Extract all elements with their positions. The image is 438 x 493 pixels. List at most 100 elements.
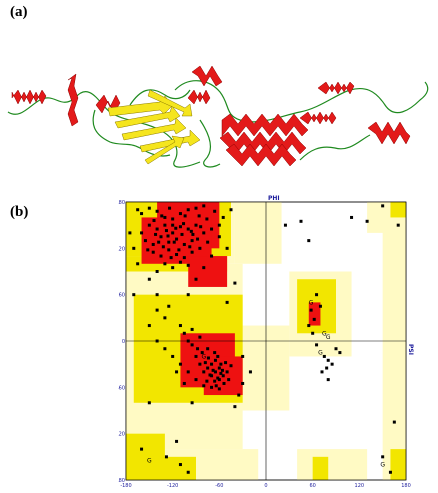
residue-point bbox=[180, 232, 184, 236]
residue-point bbox=[221, 374, 225, 378]
residue-point bbox=[159, 235, 163, 239]
residue-point bbox=[171, 354, 175, 358]
residue-point bbox=[163, 347, 167, 351]
helix-8 bbox=[225, 143, 297, 167]
plot-axes bbox=[125, 201, 407, 481]
residue-point bbox=[203, 361, 207, 365]
residue-point bbox=[350, 215, 354, 219]
residue-point bbox=[322, 354, 326, 358]
residue-point bbox=[190, 343, 194, 347]
residue-point bbox=[182, 222, 186, 226]
residue-point bbox=[200, 351, 204, 355]
residue-point bbox=[128, 231, 132, 235]
region-additional_allowed bbox=[390, 449, 406, 480]
residue-point bbox=[334, 347, 338, 351]
y-tick-label: -60 bbox=[118, 385, 125, 391]
region-most_favoured bbox=[188, 256, 228, 287]
residue-point bbox=[182, 242, 186, 246]
residue-point bbox=[229, 208, 233, 212]
residue-point bbox=[216, 376, 220, 380]
residue-point bbox=[178, 260, 182, 264]
residue-point bbox=[143, 239, 147, 243]
helix-11 bbox=[367, 121, 411, 145]
residue-point bbox=[172, 240, 176, 244]
residue-point bbox=[198, 246, 202, 250]
residue-point bbox=[396, 223, 400, 227]
residue-point bbox=[186, 263, 190, 267]
residue-point bbox=[171, 223, 175, 227]
residue-point bbox=[312, 317, 316, 321]
residue-point bbox=[198, 335, 202, 339]
residue-point bbox=[315, 343, 319, 347]
residue-point bbox=[392, 420, 396, 424]
residue-point bbox=[136, 262, 140, 266]
residue-point bbox=[205, 217, 209, 221]
residue-point bbox=[202, 370, 206, 374]
residue-point bbox=[213, 379, 217, 383]
x-tick-label: -180 bbox=[120, 483, 131, 489]
residue-point bbox=[338, 351, 342, 355]
residue-point bbox=[163, 316, 167, 320]
residue-point bbox=[206, 356, 210, 360]
residue-point bbox=[151, 242, 155, 246]
residue-point bbox=[307, 324, 311, 328]
glycine-point: G bbox=[201, 353, 206, 360]
residue-point bbox=[161, 245, 165, 249]
residue-point bbox=[140, 212, 144, 216]
residue-point bbox=[178, 362, 182, 366]
residue-point bbox=[326, 378, 330, 382]
residue-point bbox=[237, 393, 241, 397]
residue-point bbox=[213, 370, 217, 374]
region-additional_allowed bbox=[312, 456, 329, 480]
x-tick-label: -120 bbox=[167, 483, 178, 489]
residue-point bbox=[189, 229, 193, 233]
residue-point bbox=[227, 378, 231, 382]
y-axis-label: PSI bbox=[407, 344, 414, 355]
residue-point bbox=[182, 381, 186, 385]
residue-point bbox=[225, 246, 229, 250]
residue-point bbox=[147, 206, 151, 210]
residue-point bbox=[177, 248, 181, 252]
residue-point bbox=[167, 248, 171, 252]
residue-point bbox=[132, 293, 136, 297]
residue-point bbox=[194, 206, 198, 210]
residue-point bbox=[171, 231, 175, 235]
residue-point bbox=[155, 339, 159, 343]
residue-point bbox=[178, 463, 182, 467]
residue-point bbox=[167, 240, 171, 244]
residue-point bbox=[190, 239, 194, 243]
residue-point bbox=[196, 237, 200, 241]
residue-point bbox=[171, 217, 175, 221]
residue-point bbox=[210, 362, 214, 366]
residue-point bbox=[365, 219, 369, 223]
residue-point bbox=[152, 219, 156, 223]
beta-sheet-2 bbox=[114, 105, 181, 129]
residue-point bbox=[318, 304, 322, 308]
residue-point bbox=[216, 354, 220, 358]
residue-point bbox=[155, 270, 159, 273]
residue-point bbox=[219, 371, 223, 375]
helix-4 bbox=[191, 65, 223, 87]
protein-ribbon-structure bbox=[7, 65, 429, 168]
residue-point bbox=[202, 204, 206, 208]
residue-point bbox=[229, 364, 233, 368]
residue-point bbox=[186, 370, 190, 374]
residue-point bbox=[175, 370, 179, 374]
residue-point bbox=[175, 253, 179, 257]
residue-point bbox=[169, 256, 173, 260]
residue-point bbox=[320, 370, 324, 374]
residue-point bbox=[311, 331, 315, 335]
residue-point bbox=[155, 209, 159, 213]
residue-point bbox=[241, 381, 245, 385]
residue-point bbox=[214, 384, 218, 388]
x-tick-label: 0 bbox=[264, 483, 267, 489]
residue-point bbox=[186, 470, 190, 474]
residue-point bbox=[164, 455, 168, 459]
residue-point bbox=[225, 300, 229, 304]
residue-point bbox=[194, 378, 198, 382]
glycine-point: G bbox=[322, 330, 327, 337]
residue-point bbox=[217, 223, 221, 227]
region-generously_allowed bbox=[234, 202, 282, 264]
residue-point bbox=[163, 262, 167, 266]
residue-point bbox=[210, 227, 214, 231]
